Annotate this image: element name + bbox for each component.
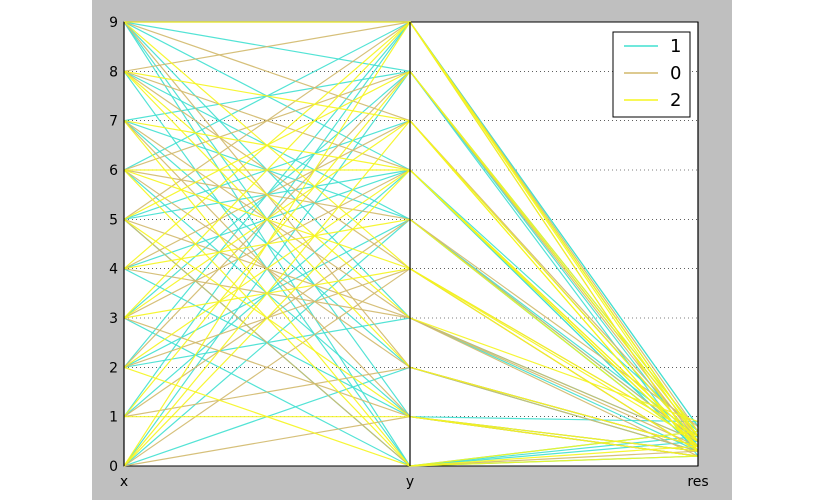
legend-label-1: 1	[670, 36, 681, 57]
legend-label-2: 2	[670, 90, 681, 111]
y-tick-label: 2	[109, 360, 118, 376]
y-tick-label: 5	[109, 212, 118, 228]
plot-area	[123, 21, 699, 467]
x-tick-label-x: x	[120, 474, 128, 490]
tick-labels: 0 1 2 3 4 5 6 7 8 9 x y res	[109, 15, 709, 490]
y-tick-label: 3	[109, 311, 118, 327]
y-tick-label: 9	[109, 15, 118, 31]
y-tick-label: 0	[109, 459, 118, 475]
axis-lines	[123, 22, 699, 466]
x-tick-label-res: res	[687, 474, 708, 490]
y-tick-label: 7	[109, 114, 118, 130]
y-tick-label: 4	[109, 262, 118, 278]
legend: 1 0 2	[612, 31, 691, 118]
y-tick-label: 1	[109, 410, 118, 426]
legend-label-0: 0	[670, 63, 681, 84]
y-tick-label: 8	[109, 64, 118, 80]
x-tick-label-y: y	[406, 474, 414, 490]
y-tick-label: 6	[109, 163, 118, 179]
